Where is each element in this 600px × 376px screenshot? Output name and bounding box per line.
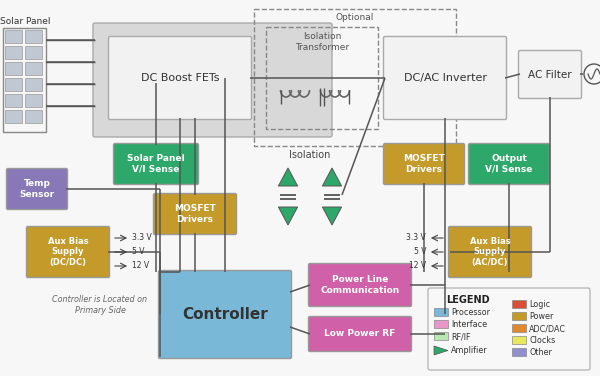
Bar (5, 30, 22, 43)
Bar (512, 312, 526, 320)
Text: Solar Panel: Solar Panel (0, 18, 50, 26)
Text: Optional: Optional (336, 14, 374, 23)
Text: Isolation: Isolation (289, 150, 331, 160)
FancyBboxPatch shape (428, 288, 590, 370)
Bar (5, 94, 22, 107)
FancyBboxPatch shape (7, 168, 67, 209)
FancyBboxPatch shape (109, 36, 251, 120)
Text: 12 V: 12 V (132, 261, 149, 270)
Bar (25, 78, 42, 91)
Text: Power Line
Communication: Power Line Communication (320, 275, 400, 295)
FancyBboxPatch shape (93, 23, 332, 137)
Text: Logic: Logic (529, 300, 550, 309)
Text: Output
V/I Sense: Output V/I Sense (485, 154, 533, 174)
Bar (5, 62, 22, 75)
Text: Processor: Processor (451, 308, 490, 317)
Text: Aux Bias
Supply
(AC/DC): Aux Bias Supply (AC/DC) (470, 237, 511, 267)
Text: RF/IF: RF/IF (451, 332, 470, 341)
Text: Clocks: Clocks (529, 336, 555, 345)
Text: Amplifier: Amplifier (451, 346, 488, 355)
Text: MOSFET
Drivers: MOSFET Drivers (403, 154, 445, 174)
Text: AC Filter: AC Filter (528, 70, 572, 79)
Bar (25, 62, 42, 75)
Bar (5, 46, 22, 59)
Text: 5 V: 5 V (132, 247, 145, 256)
FancyBboxPatch shape (26, 226, 110, 277)
Polygon shape (278, 168, 298, 186)
Bar (5, 110, 22, 123)
Bar (25, 30, 42, 43)
Text: Controller: Controller (182, 307, 268, 322)
Text: 5 V: 5 V (413, 247, 426, 256)
Polygon shape (322, 207, 341, 225)
Bar (434, 320, 448, 328)
Text: Interface: Interface (451, 320, 487, 329)
Bar (434, 308, 448, 316)
FancyBboxPatch shape (469, 144, 550, 185)
Text: 3.3 V: 3.3 V (132, 233, 152, 243)
FancyBboxPatch shape (154, 194, 236, 235)
Text: 3.3 V: 3.3 V (406, 233, 426, 243)
Bar (512, 348, 526, 356)
Bar (512, 336, 526, 344)
Text: Low Power RF: Low Power RF (325, 329, 395, 338)
Polygon shape (434, 346, 448, 355)
Polygon shape (322, 168, 341, 186)
Bar (5, 78, 22, 91)
Text: Solar Panel
V/I Sense: Solar Panel V/I Sense (127, 154, 185, 174)
FancyBboxPatch shape (308, 264, 412, 306)
Text: MOSFET
Drivers: MOSFET Drivers (174, 204, 216, 224)
Bar (512, 300, 526, 308)
Text: LEGEND: LEGEND (446, 295, 490, 305)
Bar (512, 324, 526, 332)
Text: Temp
Sensor: Temp Sensor (19, 179, 55, 199)
FancyBboxPatch shape (158, 270, 292, 358)
Bar (434, 332, 448, 340)
Bar (25, 110, 42, 123)
Text: Isolation
Transformer: Isolation Transformer (295, 32, 349, 52)
Text: Other: Other (529, 348, 552, 357)
Text: 12 V: 12 V (409, 261, 426, 270)
Text: Aux Bias
Supply
(DC/DC): Aux Bias Supply (DC/DC) (47, 237, 88, 267)
FancyBboxPatch shape (383, 144, 464, 185)
Text: DC/AC Inverter: DC/AC Inverter (404, 73, 487, 83)
Bar (25, 46, 42, 59)
FancyBboxPatch shape (518, 50, 581, 99)
FancyBboxPatch shape (449, 226, 532, 277)
FancyBboxPatch shape (383, 36, 506, 120)
Bar (25, 94, 42, 107)
Polygon shape (278, 207, 298, 225)
Bar (3, 28, 46, 132)
FancyBboxPatch shape (308, 317, 412, 352)
Text: Power: Power (529, 312, 553, 321)
FancyBboxPatch shape (113, 144, 199, 185)
Text: DC Boost FETs: DC Boost FETs (141, 73, 219, 83)
Text: ADC/DAC: ADC/DAC (529, 324, 566, 333)
Text: Controller is Located on
Primary Side: Controller is Located on Primary Side (52, 295, 148, 315)
